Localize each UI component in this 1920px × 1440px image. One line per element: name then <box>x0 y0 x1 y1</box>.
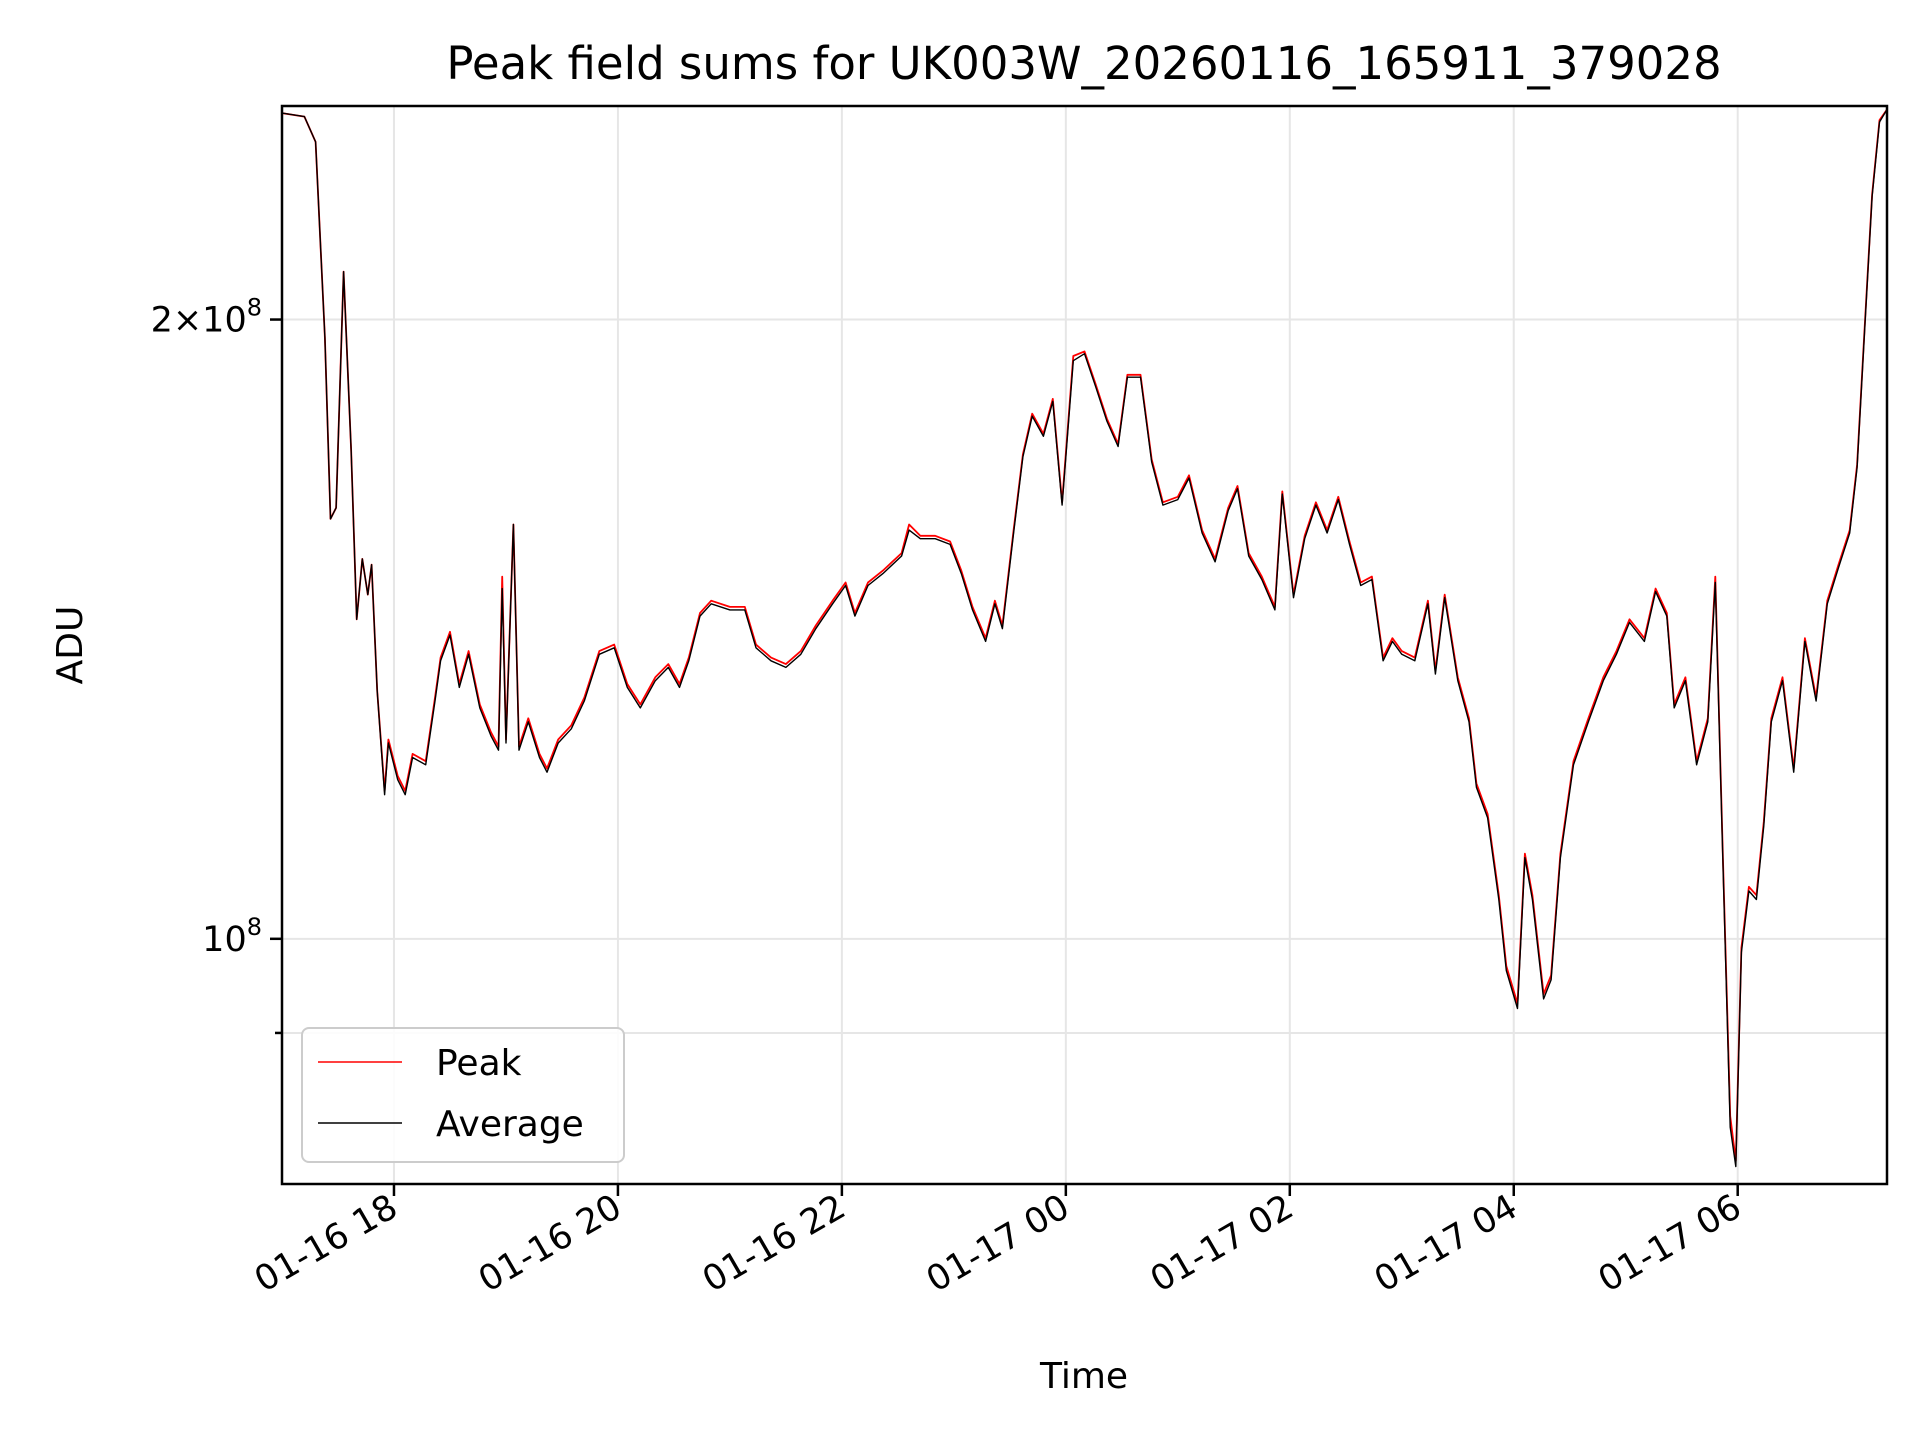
series-line-peak <box>281 108 1888 1162</box>
legend-label-peak: Peak <box>436 1043 522 1084</box>
grid <box>282 106 1887 1184</box>
plot-frame <box>280 104 1889 1186</box>
y-axis: 108 2×108 <box>151 294 282 1035</box>
plot-series <box>281 108 1888 1168</box>
y-tick-label: 108 <box>202 913 262 960</box>
legend: Peak Average <box>301 1027 625 1163</box>
chart-title: Peak field sums for UK003W_20260116_1659… <box>446 37 1721 90</box>
y-axis-label: ADU <box>50 606 91 685</box>
legend-label-average: Average <box>436 1104 584 1145</box>
series-line-average <box>281 109 1888 1168</box>
x-axis-label: Time <box>1039 1356 1128 1397</box>
y-tick-label: 2×108 <box>151 294 262 341</box>
